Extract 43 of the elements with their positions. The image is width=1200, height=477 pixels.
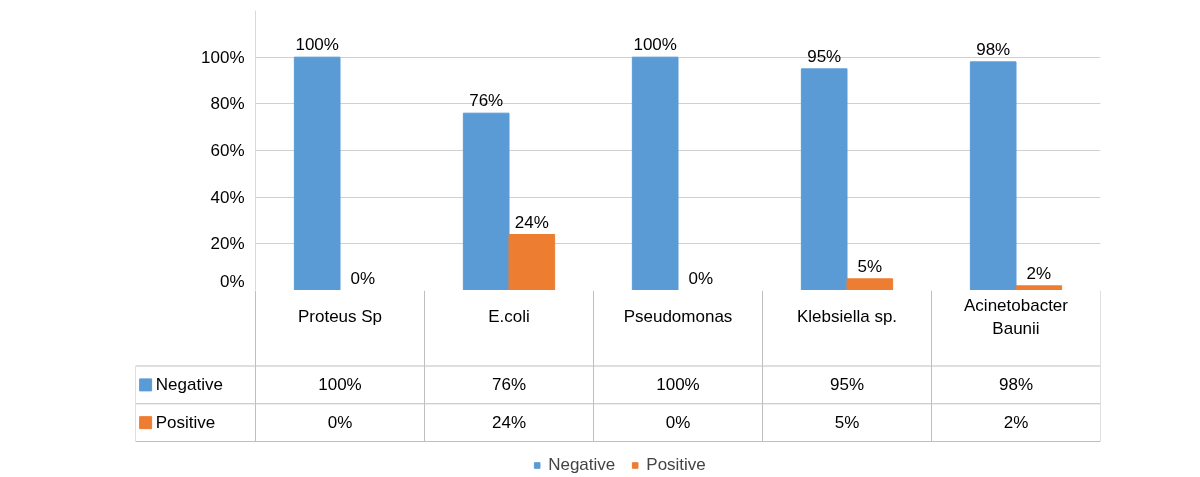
text: 0% <box>350 268 376 288</box>
bar <box>969 61 1017 290</box>
y-tick-label: 80% <box>210 94 245 114</box>
y-tick-label: 60% <box>210 141 245 160</box>
data-label: 5% <box>834 413 860 433</box>
data-label: 95% <box>829 375 865 395</box>
text: 2% <box>1026 263 1052 283</box>
y-tick-label: 40% <box>210 187 245 207</box>
bar <box>1015 285 1063 290</box>
y-tick-label: 0% <box>219 271 245 291</box>
legend-label: Negative <box>155 375 223 395</box>
x-tick-label: Klebsiella sp. <box>796 307 898 327</box>
bar <box>508 234 556 290</box>
text: 100% <box>295 35 339 55</box>
text: 24% <box>514 212 549 232</box>
legend-label: Positive <box>646 455 706 475</box>
text: Negative <box>548 455 616 474</box>
data-label: 100% <box>656 375 700 395</box>
text: 100% <box>633 35 677 55</box>
text: 98% <box>976 39 1011 59</box>
x-tick-label: E.coli <box>488 307 530 327</box>
bar <box>462 112 510 290</box>
text: Positive <box>155 413 216 433</box>
text: 76% <box>469 91 504 111</box>
data-label: 2% <box>1003 413 1029 433</box>
x-tick-label: Pseudomonas <box>623 307 733 327</box>
bar <box>846 278 894 290</box>
data-label: 98% <box>998 375 1034 395</box>
text: 5% <box>857 256 883 276</box>
bar <box>800 68 848 290</box>
x-tick-label: Acinetobacter Baunii <box>964 296 1069 338</box>
text: 95% <box>807 46 842 66</box>
bar <box>293 56 341 290</box>
data-label: 24% <box>491 413 527 433</box>
data-label: 100% <box>318 375 362 395</box>
data-label: 0% <box>327 413 353 433</box>
y-tick-label: 100% <box>201 47 245 67</box>
y-tick-label: 20% <box>210 234 245 254</box>
text: 0% <box>688 268 714 288</box>
x-tick-label: Proteus Sp <box>297 307 383 327</box>
bar <box>631 56 679 290</box>
data-label: 76% <box>491 375 527 395</box>
data-label: 0% <box>665 413 691 433</box>
